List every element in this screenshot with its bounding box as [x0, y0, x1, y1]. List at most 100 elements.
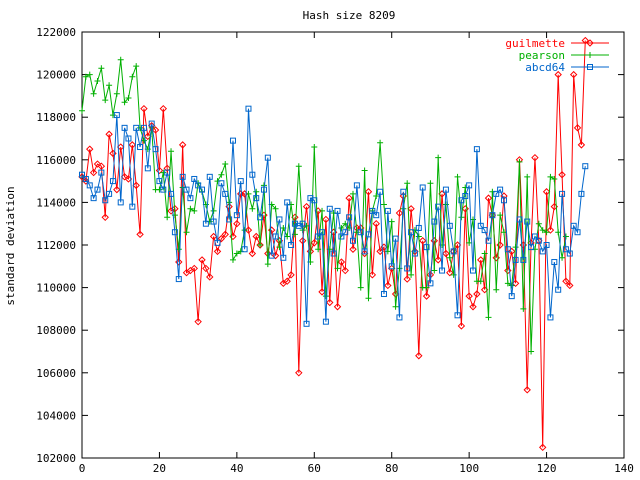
data-point-abcd64 [508, 293, 515, 300]
data-point-guilmette [469, 303, 477, 311]
data-point-pearson [373, 193, 380, 200]
data-point-abcd64 [543, 242, 550, 248]
data-point-abcd64 [129, 203, 136, 210]
data-point-abcd64 [311, 197, 318, 204]
data-point-guilmette [418, 237, 427, 245]
data-point-pearson [264, 261, 271, 268]
data-point-guilmette [384, 281, 392, 290]
data-point-guilmette [252, 232, 260, 241]
data-point-pearson [322, 293, 329, 300]
data-point-pearson [392, 303, 399, 310]
data-point-guilmette [221, 230, 229, 239]
data-point-pearson [156, 186, 163, 193]
data-point-pearson [319, 207, 326, 214]
data-point-abcd64 [222, 190, 229, 197]
data-point-pearson [210, 207, 217, 214]
data-point-pearson [551, 175, 558, 182]
data-point-guilmette [86, 145, 94, 153]
data-point-abcd64 [229, 137, 236, 144]
data-point-pearson [431, 267, 438, 274]
data-point-pearson [508, 282, 515, 289]
data-point-guilmette [198, 256, 206, 264]
series-layer [78, 36, 589, 452]
legend-label-pearson: pearson [519, 49, 565, 62]
data-point-abcd64 [361, 248, 368, 255]
data-point-abcd64 [79, 171, 85, 178]
data-point-abcd64 [373, 212, 380, 219]
data-point-abcd64 [470, 267, 477, 274]
y-tick-label: 102000 [36, 452, 76, 465]
data-point-pearson [233, 250, 240, 257]
data-point-abcd64 [117, 199, 124, 206]
y-tick-label: 110000 [36, 282, 76, 295]
data-point-pearson [524, 173, 531, 180]
data-point-abcd64 [439, 267, 446, 274]
data-point-pearson [361, 167, 368, 174]
data-point-guilmette [395, 209, 404, 217]
data-point-abcd64 [303, 320, 310, 327]
data-point-abcd64 [489, 212, 496, 219]
series-pearson [79, 56, 569, 355]
data-point-abcd64 [171, 229, 178, 236]
data-point-guilmette [155, 166, 164, 175]
data-point-pearson [249, 205, 256, 212]
data-point-abcd64 [396, 314, 403, 321]
data-point-abcd64 [500, 197, 507, 204]
data-point-abcd64 [148, 120, 155, 127]
series-abcd64 [79, 105, 589, 327]
data-point-pearson [562, 233, 569, 240]
data-point-abcd64 [106, 190, 113, 197]
data-point-pearson [164, 214, 171, 221]
data-point-pearson [415, 233, 422, 240]
data-point-guilmette [209, 232, 218, 241]
data-point-guilmette [558, 171, 566, 179]
data-point-guilmette [341, 266, 349, 275]
data-point-abcd64 [183, 186, 190, 193]
chart-title: Hash size 8209 [303, 9, 396, 22]
x-tick-label: 60 [308, 462, 321, 475]
data-point-pearson [315, 246, 322, 253]
x-tick-label: 20 [153, 462, 166, 475]
data-point-abcd64 [245, 105, 252, 112]
data-point-guilmette [283, 277, 291, 285]
data-point-guilmette [175, 258, 183, 266]
legend-marker-guilmette [586, 39, 594, 47]
data-point-abcd64 [392, 235, 399, 242]
data-point-abcd64 [400, 188, 407, 195]
data-point-pearson [543, 229, 550, 236]
data-point-pearson [547, 173, 554, 180]
data-point-abcd64 [319, 229, 326, 236]
data-point-abcd64 [559, 190, 566, 197]
data-point-pearson [311, 144, 318, 151]
data-point-pearson [408, 271, 415, 278]
data-point-pearson [504, 280, 511, 287]
data-point-guilmette [430, 237, 439, 245]
data-point-abcd64 [160, 186, 167, 193]
data-point-abcd64 [210, 218, 217, 225]
data-point-guilmette [562, 277, 570, 285]
data-point-abcd64 [346, 214, 353, 221]
data-point-guilmette [302, 202, 311, 211]
data-point-abcd64 [164, 169, 171, 176]
data-point-abcd64 [551, 259, 558, 266]
data-point-abcd64 [539, 248, 546, 255]
y-tick-label: 120000 [36, 69, 76, 82]
data-point-abcd64 [315, 233, 322, 240]
data-point-guilmette [113, 185, 121, 194]
data-point-guilmette [159, 104, 168, 113]
data-point-abcd64 [214, 239, 221, 246]
data-point-pearson [102, 97, 109, 104]
data-point-pearson [326, 246, 333, 253]
data-point-guilmette [202, 264, 210, 273]
data-point-pearson [272, 205, 279, 212]
data-point-pearson [388, 218, 395, 225]
data-point-pearson [253, 188, 260, 195]
data-point-abcd64 [334, 207, 341, 214]
data-point-abcd64 [253, 195, 260, 202]
x-tick-label: 120 [537, 462, 557, 475]
data-point-pearson [257, 242, 264, 248]
data-point-pearson [117, 56, 124, 63]
data-point-abcd64 [260, 186, 267, 193]
